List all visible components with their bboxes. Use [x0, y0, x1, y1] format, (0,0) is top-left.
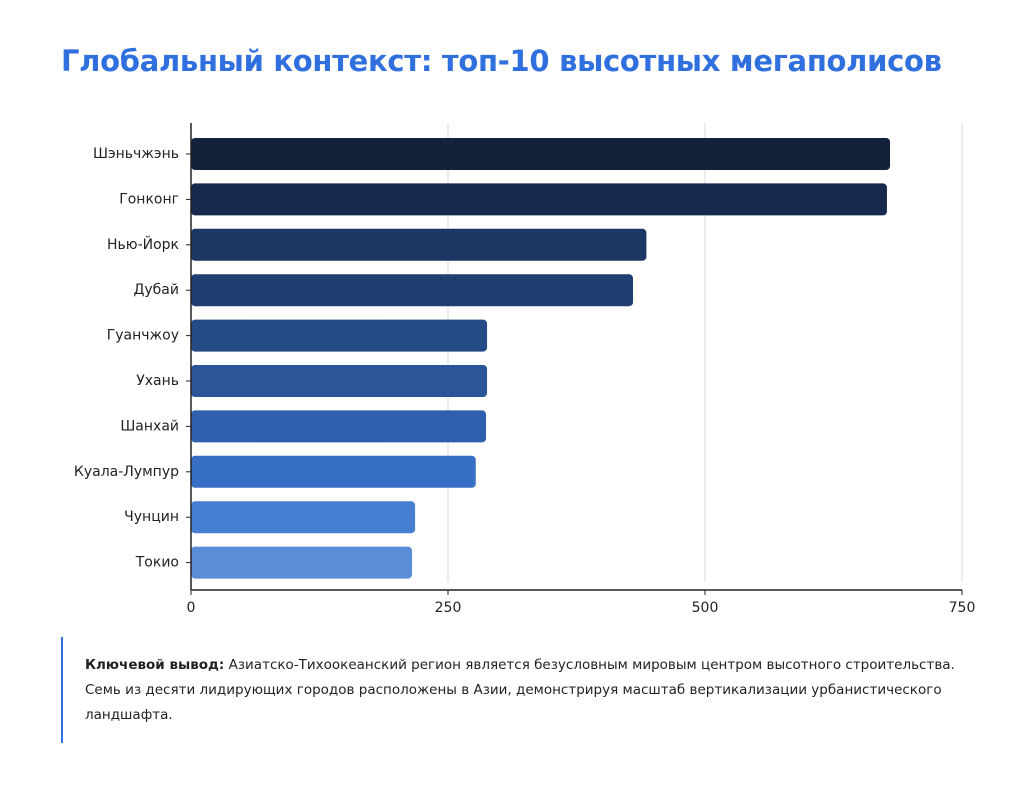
- x-tick-label: 500: [692, 600, 719, 616]
- note-label: Ключевой вывод:: [85, 657, 225, 673]
- y-tick-label: Шэньчжэнь: [93, 146, 179, 162]
- key-takeaway: Ключевой вывод: Азиатско-Тихоокеанский р…: [61, 637, 961, 743]
- y-tick-label: Токио: [135, 555, 179, 571]
- y-tick-label: Гонконг: [119, 191, 179, 207]
- bar: [191, 183, 887, 216]
- y-tick-label: Ухань: [136, 373, 179, 389]
- x-tick-label: 250: [435, 600, 462, 616]
- bar: [191, 455, 476, 488]
- bar: [191, 138, 891, 170]
- y-tick-label: Дубай: [133, 282, 179, 298]
- chart: 0 250 500 750 Шэньчжэнь Гонконг Нью-Йорк Дубай Г…: [74, 123, 976, 616]
- bar: [191, 319, 488, 352]
- bar: [191, 501, 416, 534]
- chart-title: Глобальный контекст: топ-10 высотных мег…: [61, 44, 942, 78]
- bar: [191, 365, 488, 397]
- x-tick-label: 0: [187, 600, 196, 616]
- y-tick-label: Шанхай: [120, 418, 179, 434]
- bar: [191, 410, 487, 443]
- y-tick-label: Чунцин: [124, 509, 179, 525]
- y-tick-label: Нью-Йорк: [107, 235, 179, 253]
- y-tick-label: Куала-Лумпур: [74, 464, 179, 480]
- x-tick-label: 750: [949, 600, 976, 616]
- bar: [191, 228, 647, 261]
- bar: [191, 546, 413, 579]
- bar: [191, 274, 634, 307]
- note-text: Азиатско-Тихоокеанский регион является б…: [85, 657, 955, 723]
- y-tick-label: Гуанчжоу: [107, 328, 179, 344]
